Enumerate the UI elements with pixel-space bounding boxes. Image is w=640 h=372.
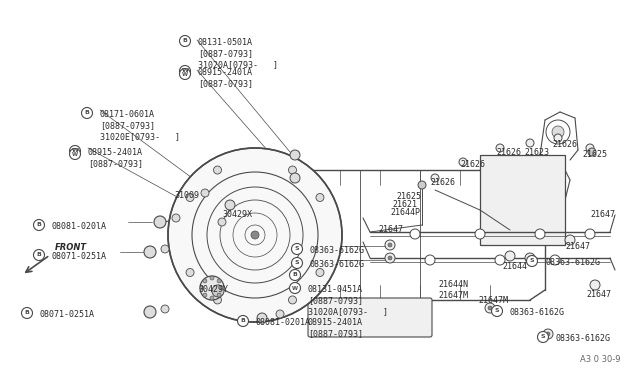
Text: B: B [84, 110, 90, 115]
Circle shape [550, 255, 560, 265]
Circle shape [485, 303, 495, 313]
Text: 21647: 21647 [590, 210, 615, 219]
Bar [480, 155, 565, 245]
Circle shape [214, 166, 221, 174]
Circle shape [161, 245, 169, 253]
Text: W: W [292, 285, 298, 291]
Text: 08915-2401A
[0887-0793]: 08915-2401A [0887-0793] [88, 148, 143, 168]
Circle shape [585, 229, 595, 239]
Circle shape [200, 286, 204, 290]
Circle shape [418, 181, 426, 189]
Circle shape [289, 282, 301, 294]
Circle shape [179, 68, 191, 80]
Text: B: B [36, 253, 42, 257]
Circle shape [70, 148, 81, 160]
Text: 08363-6162G: 08363-6162G [545, 258, 600, 267]
Text: S: S [530, 259, 534, 263]
Circle shape [505, 251, 515, 261]
Circle shape [565, 235, 575, 245]
Text: 21625: 21625 [396, 192, 421, 201]
Text: 21647: 21647 [565, 242, 590, 251]
Circle shape [385, 240, 395, 250]
Text: 31009: 31009 [174, 191, 199, 200]
Circle shape [172, 214, 180, 222]
Text: B: B [24, 311, 29, 315]
Circle shape [316, 193, 324, 202]
Circle shape [316, 269, 324, 276]
Text: 21626: 21626 [496, 148, 521, 157]
Text: 21647M: 21647M [478, 296, 508, 305]
Circle shape [154, 216, 166, 228]
Text: B: B [241, 318, 245, 324]
Circle shape [385, 253, 395, 263]
Text: B: B [292, 273, 298, 278]
Circle shape [291, 257, 303, 269]
Text: 08081-020lA: 08081-020lA [52, 222, 107, 231]
FancyBboxPatch shape [308, 298, 432, 337]
Text: 21626: 21626 [552, 140, 577, 149]
Circle shape [475, 229, 485, 239]
Circle shape [33, 219, 45, 231]
Text: 30429Y: 30429Y [198, 285, 228, 294]
Circle shape [203, 279, 207, 283]
Text: 08363-6162G: 08363-6162G [310, 260, 365, 269]
Circle shape [179, 65, 191, 77]
Text: 08915-240lA
[0887-0793]: 08915-240lA [0887-0793] [198, 68, 253, 88]
Circle shape [525, 253, 535, 263]
Text: S: S [294, 247, 300, 251]
Circle shape [251, 231, 259, 239]
Circle shape [291, 244, 303, 254]
Text: 08171-0601A
[0887-0793]
31020E[0793-   ]: 08171-0601A [0887-0793] 31020E[0793- ] [100, 110, 180, 141]
Circle shape [144, 246, 156, 258]
Text: 08131-0451A
[0887-0793]
31020A[0793-   ]
08915-2401A
[0887-0793]: 08131-0451A [0887-0793] 31020A[0793- ] 0… [308, 285, 388, 339]
Circle shape [289, 296, 296, 304]
Circle shape [488, 306, 492, 310]
Text: 21647: 21647 [586, 290, 611, 299]
Circle shape [492, 305, 502, 317]
Circle shape [210, 296, 214, 300]
Text: W: W [72, 151, 78, 157]
Text: S: S [294, 260, 300, 266]
Circle shape [425, 255, 435, 265]
Circle shape [289, 269, 301, 280]
Text: S: S [541, 334, 545, 340]
Text: 21623: 21623 [524, 148, 549, 157]
Circle shape [218, 218, 226, 226]
Circle shape [588, 148, 596, 156]
Circle shape [554, 134, 562, 142]
Circle shape [217, 293, 221, 297]
Circle shape [388, 243, 392, 247]
Circle shape [459, 158, 467, 166]
Circle shape [33, 250, 45, 260]
Text: A3 0 30-9: A3 0 30-9 [580, 356, 621, 365]
Circle shape [81, 108, 93, 119]
Text: 21626: 21626 [430, 178, 455, 187]
Text: S: S [495, 308, 499, 314]
Text: 08363-6162G: 08363-6162G [510, 308, 565, 317]
Circle shape [201, 189, 209, 197]
Circle shape [528, 256, 532, 260]
Circle shape [212, 285, 224, 297]
Circle shape [526, 139, 534, 147]
Circle shape [410, 229, 420, 239]
Circle shape [546, 332, 550, 336]
Circle shape [543, 329, 553, 339]
Text: 21647: 21647 [378, 225, 403, 234]
Circle shape [179, 35, 191, 46]
Circle shape [161, 305, 169, 313]
Circle shape [257, 313, 267, 323]
Circle shape [431, 174, 439, 182]
Circle shape [289, 166, 296, 174]
Circle shape [276, 310, 284, 318]
Text: B: B [182, 38, 188, 44]
Text: FRONT: FRONT [55, 244, 87, 253]
Text: 08071-0251A: 08071-0251A [52, 252, 107, 261]
Text: 21625: 21625 [582, 150, 607, 159]
Circle shape [168, 148, 342, 322]
Circle shape [586, 144, 594, 152]
Circle shape [388, 256, 392, 260]
Text: 08363-6162G: 08363-6162G [310, 246, 365, 255]
Text: 08081-0201A: 08081-0201A [256, 318, 311, 327]
Text: W: W [182, 68, 188, 74]
Circle shape [186, 193, 194, 202]
